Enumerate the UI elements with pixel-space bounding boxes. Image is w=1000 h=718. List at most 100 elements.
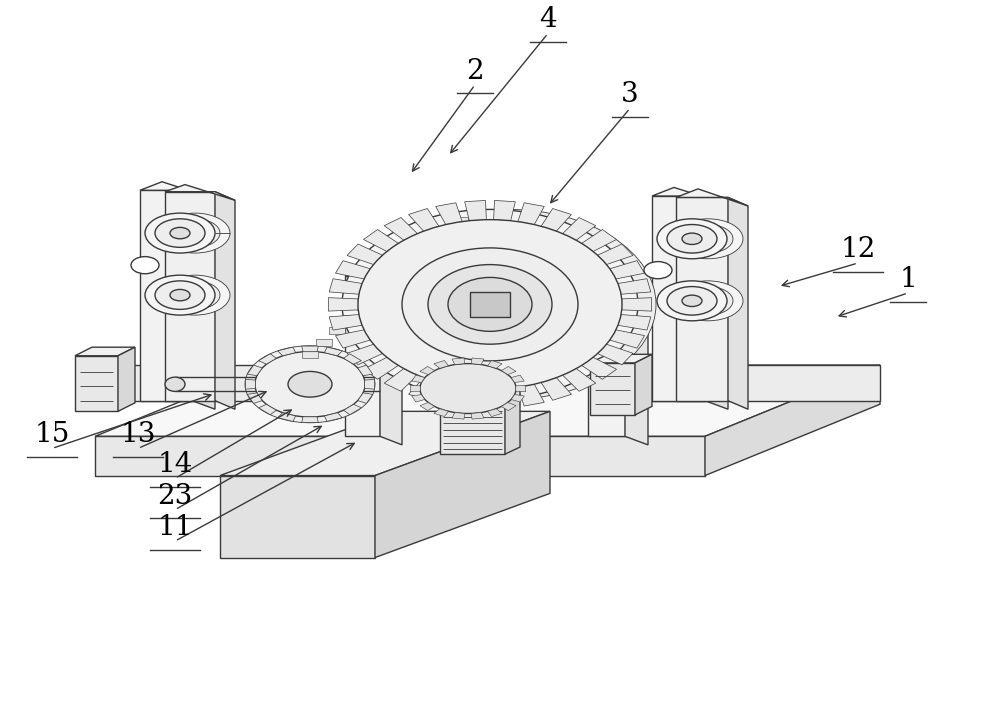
Polygon shape [511, 395, 524, 402]
Ellipse shape [428, 265, 552, 344]
Polygon shape [610, 261, 645, 279]
Polygon shape [347, 344, 382, 365]
Polygon shape [384, 278, 400, 285]
Polygon shape [434, 409, 448, 416]
Polygon shape [375, 411, 550, 558]
Polygon shape [259, 354, 276, 364]
Text: 14: 14 [157, 452, 193, 478]
Polygon shape [215, 192, 235, 409]
Polygon shape [335, 261, 370, 279]
Polygon shape [140, 182, 215, 199]
Polygon shape [324, 413, 342, 421]
Polygon shape [471, 413, 484, 419]
Polygon shape [329, 314, 362, 330]
Polygon shape [610, 330, 645, 348]
Polygon shape [363, 358, 398, 379]
Ellipse shape [160, 213, 230, 253]
Polygon shape [598, 244, 633, 264]
Polygon shape [302, 346, 318, 352]
Polygon shape [598, 344, 633, 365]
Polygon shape [363, 230, 398, 251]
Polygon shape [345, 267, 402, 284]
Polygon shape [95, 365, 270, 401]
Polygon shape [324, 347, 342, 356]
Polygon shape [625, 276, 648, 445]
Polygon shape [582, 230, 617, 251]
Text: 4: 4 [539, 6, 557, 34]
Ellipse shape [255, 351, 365, 417]
Text: 2: 2 [466, 57, 484, 85]
Polygon shape [410, 386, 420, 392]
Polygon shape [434, 360, 448, 368]
Ellipse shape [667, 225, 717, 253]
Polygon shape [590, 354, 652, 363]
Polygon shape [590, 363, 635, 415]
Polygon shape [220, 475, 375, 558]
Polygon shape [436, 384, 462, 406]
Ellipse shape [682, 233, 702, 245]
Polygon shape [511, 375, 524, 383]
Polygon shape [505, 386, 520, 454]
Ellipse shape [358, 220, 622, 389]
Text: 23: 23 [157, 482, 193, 510]
Ellipse shape [165, 377, 185, 391]
Ellipse shape [288, 371, 332, 397]
Polygon shape [452, 218, 468, 224]
Polygon shape [412, 375, 425, 383]
Ellipse shape [657, 219, 727, 258]
Polygon shape [676, 197, 728, 401]
Polygon shape [618, 314, 651, 330]
Polygon shape [518, 202, 544, 225]
Polygon shape [278, 413, 296, 421]
Polygon shape [329, 279, 362, 294]
Ellipse shape [657, 281, 727, 321]
Text: 3: 3 [621, 81, 639, 108]
Polygon shape [75, 348, 135, 355]
Ellipse shape [420, 363, 516, 414]
Polygon shape [345, 276, 380, 437]
Ellipse shape [170, 219, 220, 247]
Polygon shape [563, 218, 596, 241]
Polygon shape [494, 388, 515, 409]
Polygon shape [278, 347, 296, 356]
Polygon shape [516, 386, 526, 392]
Ellipse shape [683, 286, 733, 315]
Text: 13: 13 [120, 421, 156, 449]
Polygon shape [365, 379, 374, 389]
Polygon shape [343, 314, 359, 322]
Polygon shape [465, 200, 486, 220]
Polygon shape [384, 218, 417, 241]
Polygon shape [259, 404, 276, 415]
Polygon shape [518, 384, 544, 406]
Polygon shape [328, 298, 358, 311]
Polygon shape [501, 403, 516, 411]
Polygon shape [588, 267, 648, 284]
Ellipse shape [155, 281, 205, 309]
Polygon shape [347, 244, 382, 264]
Ellipse shape [342, 210, 638, 399]
Polygon shape [329, 327, 345, 334]
Polygon shape [165, 192, 215, 401]
Polygon shape [488, 360, 502, 368]
Polygon shape [358, 365, 373, 376]
Polygon shape [635, 354, 652, 415]
Polygon shape [588, 276, 625, 437]
Polygon shape [409, 378, 439, 400]
Polygon shape [705, 365, 880, 475]
Ellipse shape [360, 210, 656, 399]
Ellipse shape [155, 219, 205, 247]
Polygon shape [384, 368, 417, 391]
Polygon shape [425, 241, 441, 248]
Polygon shape [316, 339, 332, 346]
Ellipse shape [402, 248, 578, 361]
Polygon shape [412, 395, 425, 402]
Polygon shape [344, 404, 361, 415]
Polygon shape [344, 354, 361, 364]
Ellipse shape [673, 281, 743, 321]
Polygon shape [357, 302, 373, 309]
Text: 1: 1 [899, 266, 917, 293]
Ellipse shape [682, 295, 702, 307]
Polygon shape [452, 413, 465, 419]
Polygon shape [471, 358, 484, 365]
Polygon shape [622, 298, 652, 311]
